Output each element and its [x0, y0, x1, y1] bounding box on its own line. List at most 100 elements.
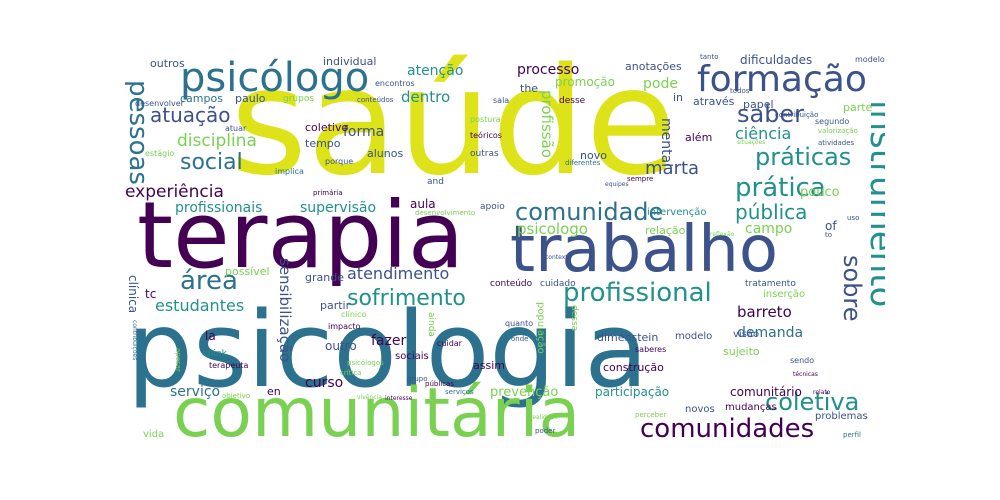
- word-profissionais: profissionais: [175, 200, 263, 216]
- word-possivel: possível: [225, 265, 270, 278]
- word-populacao: população: [535, 302, 546, 354]
- word-the: the: [520, 82, 539, 95]
- word-diferentes: diferentes: [565, 159, 601, 167]
- word-atuacao: atuação: [150, 103, 231, 127]
- word-equipes: equipes: [605, 181, 629, 188]
- word-comunitaria: comunitária: [173, 374, 581, 446]
- word-outras: outras: [470, 149, 499, 159]
- word-estagio: estágio: [145, 149, 175, 158]
- word-ciencia: ciência: [735, 124, 792, 143]
- word-apesar: apesar: [174, 348, 182, 372]
- word-dimenstein: dimenstein: [597, 331, 659, 344]
- word-psicologos: psicólogos: [347, 359, 384, 367]
- word-conteudos: conteúdos: [357, 96, 394, 104]
- word-encontros: encontros: [375, 79, 415, 88]
- word-trabalho: trabalho: [510, 213, 778, 287]
- word-sujeito: sujeito: [723, 345, 760, 358]
- word-alunos: alunos: [367, 147, 404, 160]
- word-publicas: públicas: [425, 380, 454, 388]
- word-sofrimento: sofrimento: [347, 286, 466, 311]
- word-psicologia: psicologia: [127, 289, 649, 411]
- word-interesse: interesse: [385, 395, 413, 402]
- word-pratica: prática: [735, 173, 826, 203]
- word-campos: campos: [180, 92, 223, 105]
- word-formacao: formação: [697, 59, 867, 100]
- word-sociais: sociais: [395, 351, 429, 362]
- word-en: en: [267, 385, 281, 398]
- word-servico: serviço: [170, 384, 221, 400]
- word-comunitario: comunitário: [730, 385, 802, 399]
- word-porque: porque: [325, 157, 354, 166]
- word-coletiva: coletiva: [765, 388, 860, 416]
- word-clinico: clínico: [341, 310, 367, 319]
- word-saude: saúde: [230, 50, 677, 208]
- word-papel: papel: [743, 98, 774, 111]
- word-novo: novo: [580, 149, 607, 162]
- word-saberes: saberes: [635, 345, 667, 354]
- word-psicologo2: psicologo: [517, 220, 588, 238]
- word-implica: implica: [275, 167, 304, 176]
- word-teoricos: teóricos: [470, 131, 502, 140]
- word-forma: forma: [343, 124, 385, 140]
- word-postura: postura: [470, 115, 501, 124]
- word-primaria: primária: [313, 189, 343, 197]
- word-todos: todos: [730, 87, 750, 95]
- word-onde: onde: [511, 335, 529, 343]
- word-realidade: realidade: [530, 414, 559, 421]
- word-conteudo: conteúdo: [490, 279, 533, 289]
- word-atividades: atividades: [818, 139, 855, 147]
- word-segundo: segundo: [815, 117, 850, 126]
- word-promocao: promoção: [555, 75, 615, 89]
- word-desenvolver: desenvolver: [135, 99, 184, 108]
- word-praticas: práticas: [755, 143, 852, 171]
- word-novos: novos: [685, 404, 715, 415]
- word-prevencao: prevenção: [490, 385, 559, 400]
- word-atendimento: atendimento: [347, 264, 450, 283]
- word-terapia: terapia: [137, 182, 465, 289]
- word-aula: aula: [410, 197, 436, 211]
- word-parte: parte: [843, 101, 873, 114]
- word-critica: crítica: [340, 369, 362, 377]
- word-insercao: inserção: [763, 289, 806, 300]
- word-pode: pode: [643, 76, 678, 92]
- word-valorizacao: valorização: [818, 127, 858, 135]
- word-terapeuta: terapeuta: [209, 361, 249, 370]
- word-assim: assim: [473, 359, 505, 372]
- word-contexto: contexto: [545, 254, 572, 261]
- word-saber: saber: [737, 100, 805, 128]
- word-clinica: clínica: [126, 275, 140, 314]
- word-sensibilizacao: sensibilização: [276, 258, 294, 363]
- word-sala: sala: [493, 96, 510, 105]
- word-perfil: perfil: [843, 431, 861, 439]
- word-contribuicao: contribuição: [775, 111, 819, 119]
- word-desse: desse: [559, 96, 586, 106]
- word-poder: poder: [535, 427, 556, 435]
- word-curso: curso: [305, 375, 344, 391]
- word-atuar: atuar: [225, 124, 247, 133]
- word-barreto: barreto: [737, 303, 792, 321]
- word-profissao: profissão: [538, 90, 556, 158]
- word-pouco: pouco: [800, 185, 840, 200]
- word-comunidades: comunidades: [640, 414, 815, 444]
- word-relato: relato: [813, 389, 831, 396]
- word-sobre: sobre: [838, 255, 866, 322]
- word-and: and: [427, 177, 444, 187]
- word-marta: marta: [645, 158, 700, 179]
- word-la: la: [205, 329, 216, 343]
- word-tanto: tanto: [700, 53, 719, 61]
- word-anotacoes: anotações: [625, 60, 682, 73]
- word-comunidade: comunidade: [515, 198, 664, 226]
- word-quanto: quanto: [505, 319, 534, 328]
- word-mental: mental: [658, 118, 674, 168]
- word-estudantes: estudantes: [155, 296, 245, 315]
- word-tc: tc: [145, 287, 157, 301]
- word-publica: pública: [735, 200, 808, 224]
- word-atraves: através: [693, 95, 735, 108]
- word-modelos: modelos: [855, 55, 885, 64]
- word-impacto: impacto: [328, 322, 361, 331]
- word-demanda: demanda: [737, 325, 804, 341]
- word-individual: individual: [323, 55, 377, 68]
- word-in: in: [673, 91, 684, 104]
- word-of: of: [825, 219, 837, 233]
- word-to: to: [825, 231, 833, 239]
